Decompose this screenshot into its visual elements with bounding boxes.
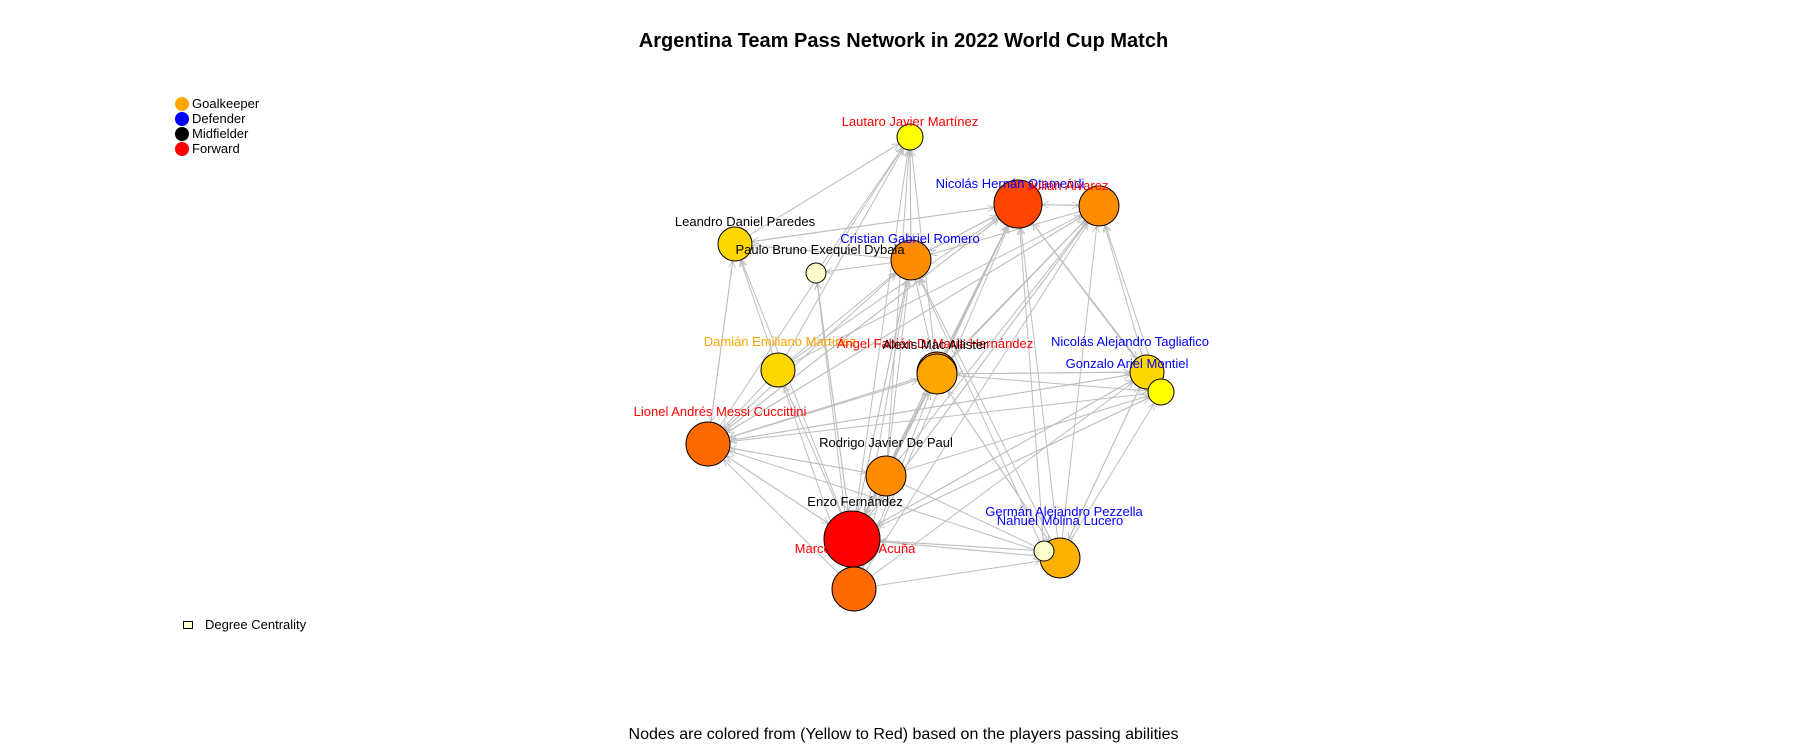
pass-edge-enzo-paredes bbox=[741, 260, 841, 513]
pass-edge-alvarez-otamendi bbox=[1042, 205, 1079, 206]
player-label-tagliafico: Nicolás Alejandro Tagliafico bbox=[1051, 334, 1209, 349]
player-node-dybala bbox=[806, 263, 826, 283]
player-node-messi bbox=[686, 422, 730, 466]
player-label-lautaro: Lautaro Javier Martínez bbox=[842, 114, 979, 129]
pass-edge-tagliafico-macallister bbox=[957, 372, 1130, 374]
pass-edge-depaul-messi bbox=[730, 448, 867, 473]
pass-edge-acuna-messi bbox=[724, 460, 839, 574]
player-node-depaul bbox=[866, 456, 906, 496]
player-label-paredes: Leandro Daniel Paredes bbox=[675, 214, 816, 229]
player-label-dybala: Paulo Bruno Exequiel Dybala bbox=[735, 242, 905, 257]
player-label-martinez: Damián Emiliano Martínez bbox=[704, 334, 856, 349]
player-node-montiel bbox=[1148, 379, 1174, 405]
chart-caption: Nodes are colored from (Yellow to Red) b… bbox=[0, 726, 1807, 744]
player-node-pezzella bbox=[1034, 541, 1054, 561]
player-label-macallister: Alexis Mac Allister bbox=[883, 337, 988, 352]
player-label-acuna: Marcos Javier Acuña bbox=[795, 541, 916, 556]
player-label-enzo: Enzo Fernández bbox=[807, 494, 902, 509]
player-label-molina: Nahuel Molina Lucero bbox=[997, 513, 1123, 528]
player-label-messi: Lionel Andrés Messi Cuccittini bbox=[634, 404, 807, 419]
player-label-montiel: Gonzalo Ariel Montiel bbox=[1066, 356, 1189, 371]
player-node-enzo bbox=[824, 511, 880, 567]
pass-edge-acuna-molina bbox=[876, 561, 1040, 586]
player-node-acuna bbox=[832, 567, 876, 611]
player-node-martinez bbox=[761, 353, 795, 387]
pass-edge-dybala-enzo bbox=[817, 283, 848, 511]
pass-edge-lautaro-romero bbox=[910, 150, 911, 240]
player-node-macallister bbox=[917, 354, 957, 394]
pass-edge-messi-lautaro bbox=[720, 148, 903, 426]
player-label-depaul: Rodrigo Javier De Paul bbox=[819, 435, 953, 450]
player-label-alvarez: Julián Álvarez bbox=[1028, 178, 1109, 193]
